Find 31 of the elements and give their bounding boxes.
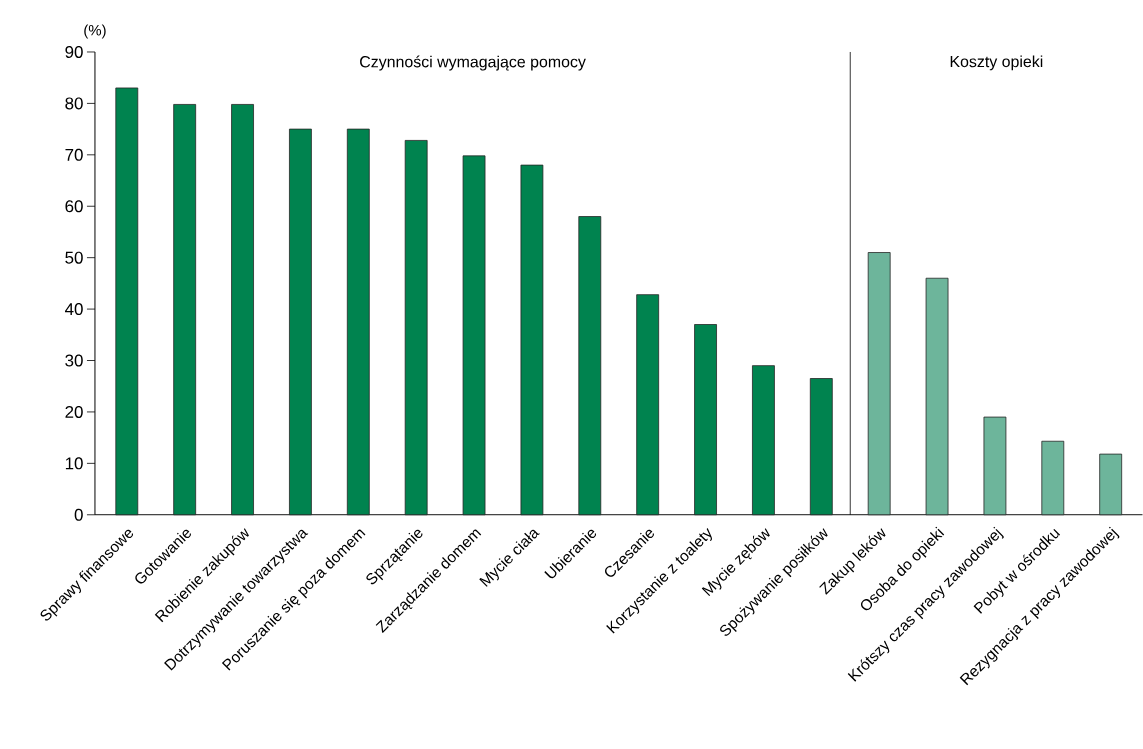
bar [520,164,544,516]
y-axis-title: (%) [84,24,106,39]
bar [1041,441,1065,516]
y-tick-label: 90 [65,46,83,59]
bar [694,324,717,516]
bar [173,104,197,516]
bar [115,87,139,516]
y-tick-label: 60 [65,200,83,213]
bar [1099,453,1123,516]
annotation: Czynności wymagające pomocy [360,55,586,71]
y-tick-label: 10 [65,457,83,470]
y-tick-label: 50 [65,251,83,264]
bar [752,365,775,516]
bar [289,128,312,516]
bar [925,277,949,516]
bar [809,378,833,516]
annotation: Koszty opieki [950,55,1043,71]
bar [462,155,486,516]
bar [404,140,428,516]
y-tick-label: 20 [65,406,83,419]
bar [867,252,891,516]
y-tick-label: 0 [74,508,83,521]
bar [346,128,370,516]
bar [231,104,254,516]
y-tick-label: 80 [65,97,83,110]
y-tick-label: 30 [65,354,83,367]
bar [636,294,660,516]
y-tick-label: 70 [65,148,83,161]
y-tick-label: 40 [65,303,83,316]
bar [983,416,1007,516]
bar [578,216,602,516]
